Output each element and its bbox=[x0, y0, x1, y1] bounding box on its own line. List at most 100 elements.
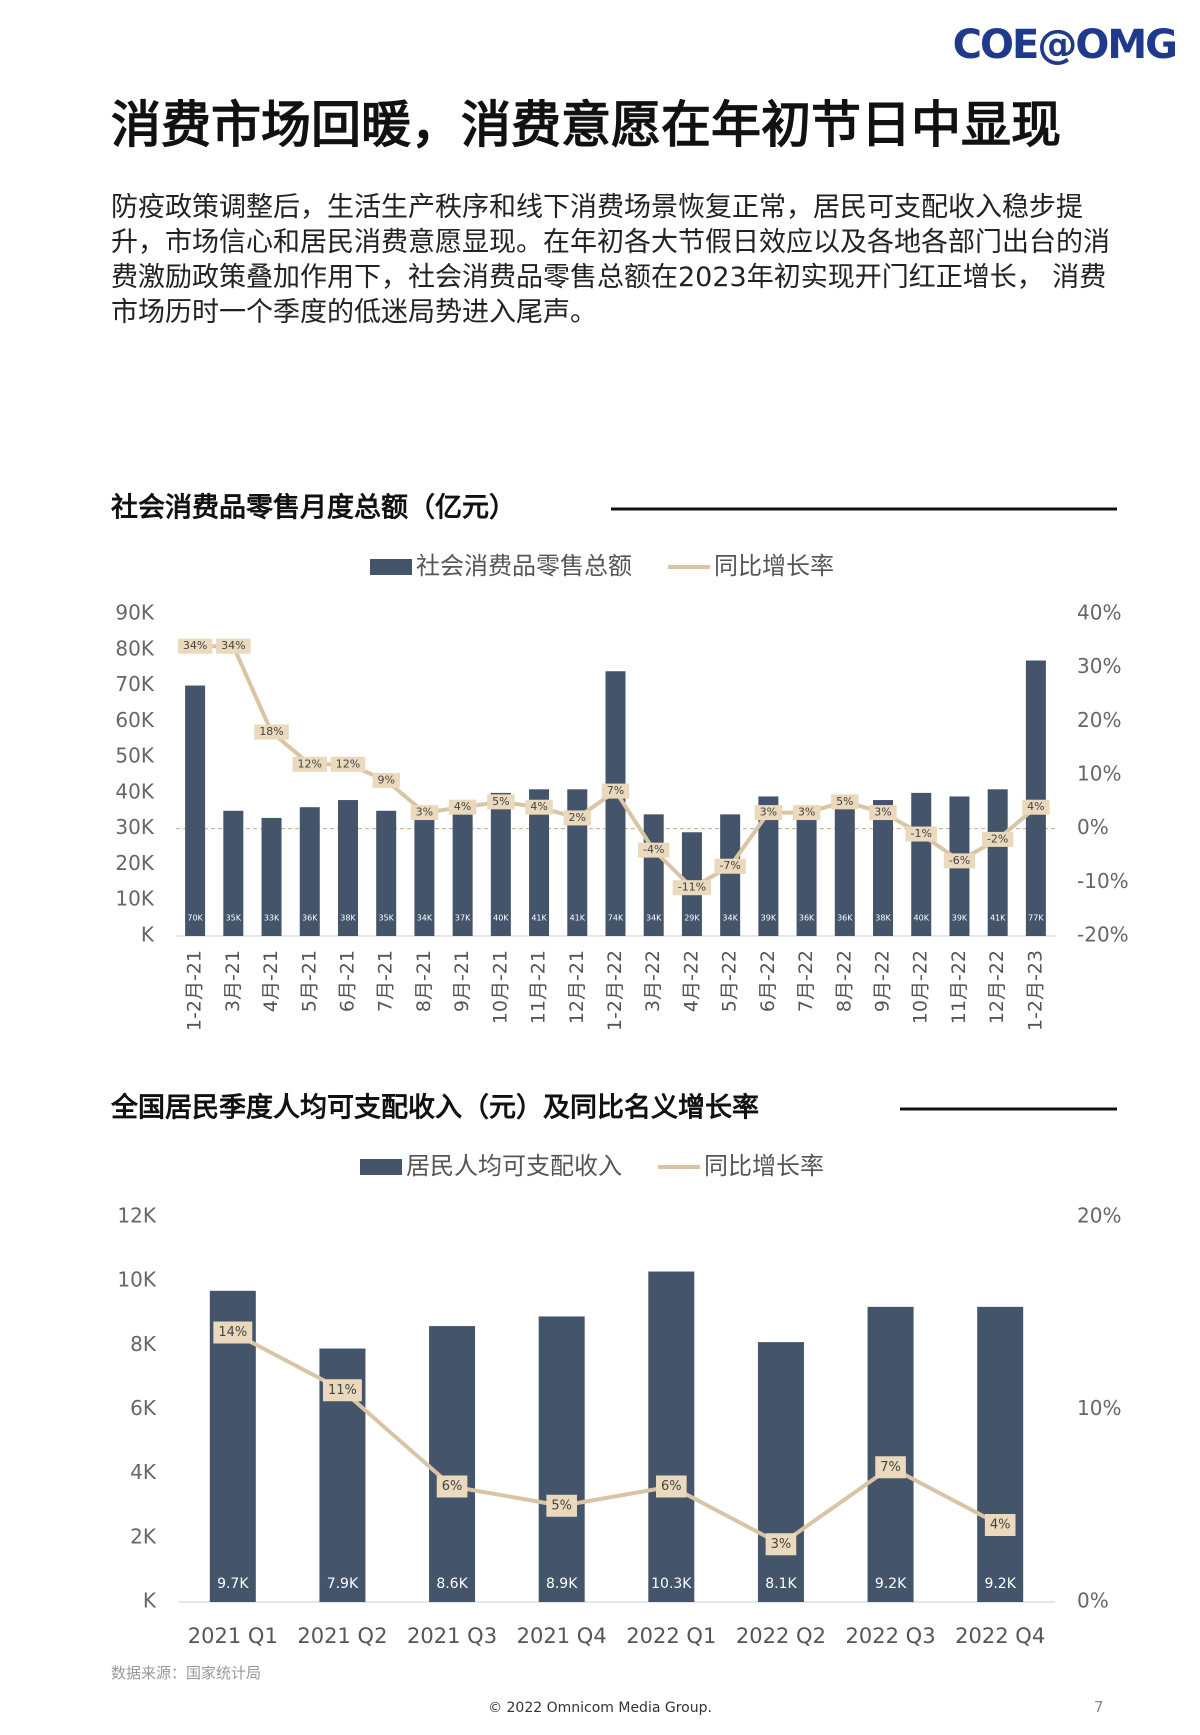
line-value-label-bg bbox=[869, 805, 897, 821]
chart-title: 全国居民季度人均可支配收入（元）及同比名义增长率 bbox=[110, 1092, 759, 1124]
legend-label: 同比增长率 bbox=[714, 552, 834, 580]
bar bbox=[796, 807, 817, 936]
y-tick-label: 6K bbox=[130, 1396, 157, 1420]
y-tick-label: 30K bbox=[115, 815, 154, 839]
line-value-label-bg bbox=[372, 772, 400, 788]
bar-value-label: 34K bbox=[722, 914, 738, 923]
y-tick-label: K bbox=[143, 1589, 157, 1613]
legend-label: 同比增长率 bbox=[704, 1152, 824, 1180]
bar-value-label: 38K bbox=[875, 914, 891, 923]
x-tick-label: 2021 Q2 bbox=[297, 1624, 387, 1648]
line-value-label: 12% bbox=[336, 757, 360, 770]
line-value-label-group: 18% bbox=[254, 724, 289, 740]
line-value-label-bg bbox=[714, 858, 746, 874]
line-value-label-bg bbox=[984, 1514, 1016, 1536]
line-value-label: 7% bbox=[607, 784, 624, 797]
line-value-label-bg bbox=[213, 1321, 253, 1344]
y2-tick-label: 0% bbox=[1077, 1589, 1109, 1613]
x-tick-label: 11月-22 bbox=[948, 950, 970, 1024]
x-tick-label: 9月-22 bbox=[872, 950, 894, 1012]
bar bbox=[538, 1316, 585, 1602]
y2-tick-label: 20% bbox=[1077, 708, 1121, 732]
line-value-label-group: 6% bbox=[436, 1475, 468, 1498]
bar-value-label: 77K bbox=[1028, 914, 1044, 923]
line-value-label-group: 5% bbox=[831, 794, 859, 810]
bar-value-label: 10.3K bbox=[651, 1576, 692, 1592]
paragraph: 防疫政策调整后，生活生产秩序和线下消费场景恢复正常，居民可支配收入稳步提升，市场… bbox=[111, 192, 1110, 328]
bar-value-label: 39K bbox=[761, 914, 777, 923]
line-value-label: 3% bbox=[771, 1537, 792, 1552]
y-tick-label: 10K bbox=[115, 887, 154, 911]
line-value-label-group: 14% bbox=[213, 1321, 253, 1344]
bar-value-label: 36K bbox=[799, 914, 815, 923]
line-value-label-bg bbox=[322, 1379, 362, 1402]
line-value-label-group: 4% bbox=[448, 799, 477, 815]
bar-value-label: 35K bbox=[378, 914, 394, 923]
bar-value-label: 74K bbox=[608, 914, 624, 923]
line-value-label-group: 5% bbox=[546, 1494, 577, 1517]
bar bbox=[490, 792, 511, 936]
bar bbox=[1025, 660, 1046, 936]
line-value-label: 6% bbox=[442, 1479, 463, 1494]
line-value-label: 34% bbox=[183, 639, 207, 652]
y-tick-label: 70K bbox=[115, 672, 154, 696]
x-tick-label: 1-2月-22 bbox=[604, 950, 626, 1031]
line-value-label-bg bbox=[601, 783, 630, 799]
bar-value-label: 33K bbox=[264, 914, 280, 923]
bar-value-label: 70K bbox=[187, 914, 203, 923]
x-tick-label: 4月-21 bbox=[260, 950, 282, 1012]
line-value-label-group: 7% bbox=[601, 783, 630, 799]
bar-value-label: 40K bbox=[914, 914, 930, 923]
bar bbox=[987, 789, 1008, 936]
line-value-label-bg bbox=[254, 724, 289, 740]
line-value-label-bg bbox=[546, 1494, 577, 1517]
line-value-label-group: 9% bbox=[372, 772, 400, 788]
line-value-label-bg bbox=[765, 1533, 797, 1556]
page-title: 消费市场回暖，消费意愿在年初节日中显现 bbox=[111, 96, 1061, 154]
y2-tick-label: 30% bbox=[1077, 654, 1121, 678]
y2-tick-label: 10% bbox=[1077, 762, 1121, 786]
line-value-label-bg bbox=[410, 805, 439, 821]
line-value-label: 4% bbox=[454, 800, 471, 813]
bar-value-label: 8.9K bbox=[546, 1576, 578, 1592]
line-value-label-group: 3% bbox=[765, 1533, 797, 1556]
bar bbox=[648, 1271, 695, 1602]
bar bbox=[567, 789, 588, 936]
line-value-label-bg bbox=[448, 799, 477, 815]
bar-value-label: 40K bbox=[493, 914, 509, 923]
line-value-label-bg bbox=[656, 1475, 687, 1498]
line-value-label-bg bbox=[792, 805, 821, 821]
line-value-label-group: -1% bbox=[905, 826, 937, 842]
line-value-label: 3% bbox=[798, 806, 815, 819]
line-value-label: 5% bbox=[492, 795, 509, 808]
line-value-label-group: 4% bbox=[525, 799, 553, 815]
x-tick-label: 2021 Q1 bbox=[188, 1624, 278, 1648]
bar bbox=[720, 814, 741, 936]
source-note: 数据来源：国家统计局 bbox=[111, 1664, 262, 1682]
line-value-label-group: 4% bbox=[1022, 799, 1050, 815]
x-tick-label: 5月-22 bbox=[719, 950, 741, 1012]
bar-value-label: 41K bbox=[531, 914, 547, 923]
line-value-label-group: 7% bbox=[875, 1456, 906, 1479]
line-value-label: 11% bbox=[328, 1383, 357, 1398]
bar-value-label: 34K bbox=[646, 914, 662, 923]
line-value-label-group: 3% bbox=[792, 805, 821, 821]
line-value-label-bg bbox=[525, 799, 553, 815]
copyright: © 2022 Omnicom Media Group. bbox=[488, 1700, 712, 1716]
line-value-label: 6% bbox=[661, 1479, 682, 1494]
line-value-label-group: -7% bbox=[714, 858, 746, 874]
line-value-label: -4% bbox=[643, 843, 664, 856]
x-tick-label: 7月-22 bbox=[795, 950, 817, 1012]
bar-value-label: 9.2K bbox=[984, 1576, 1016, 1592]
y-tick-label: 10K bbox=[117, 1268, 156, 1292]
line-value-label-bg bbox=[754, 805, 783, 821]
bar-value-label: 8.6K bbox=[436, 1576, 468, 1592]
x-tick-label: 5月-21 bbox=[298, 950, 320, 1012]
bar-value-label: 41K bbox=[990, 914, 1006, 923]
line-value-label-group: -2% bbox=[981, 831, 1014, 847]
x-tick-label: 10月-21 bbox=[489, 950, 511, 1024]
line-value-label-bg bbox=[563, 810, 592, 826]
bar bbox=[977, 1306, 1024, 1602]
x-tick-label: 8月-21 bbox=[413, 950, 435, 1012]
